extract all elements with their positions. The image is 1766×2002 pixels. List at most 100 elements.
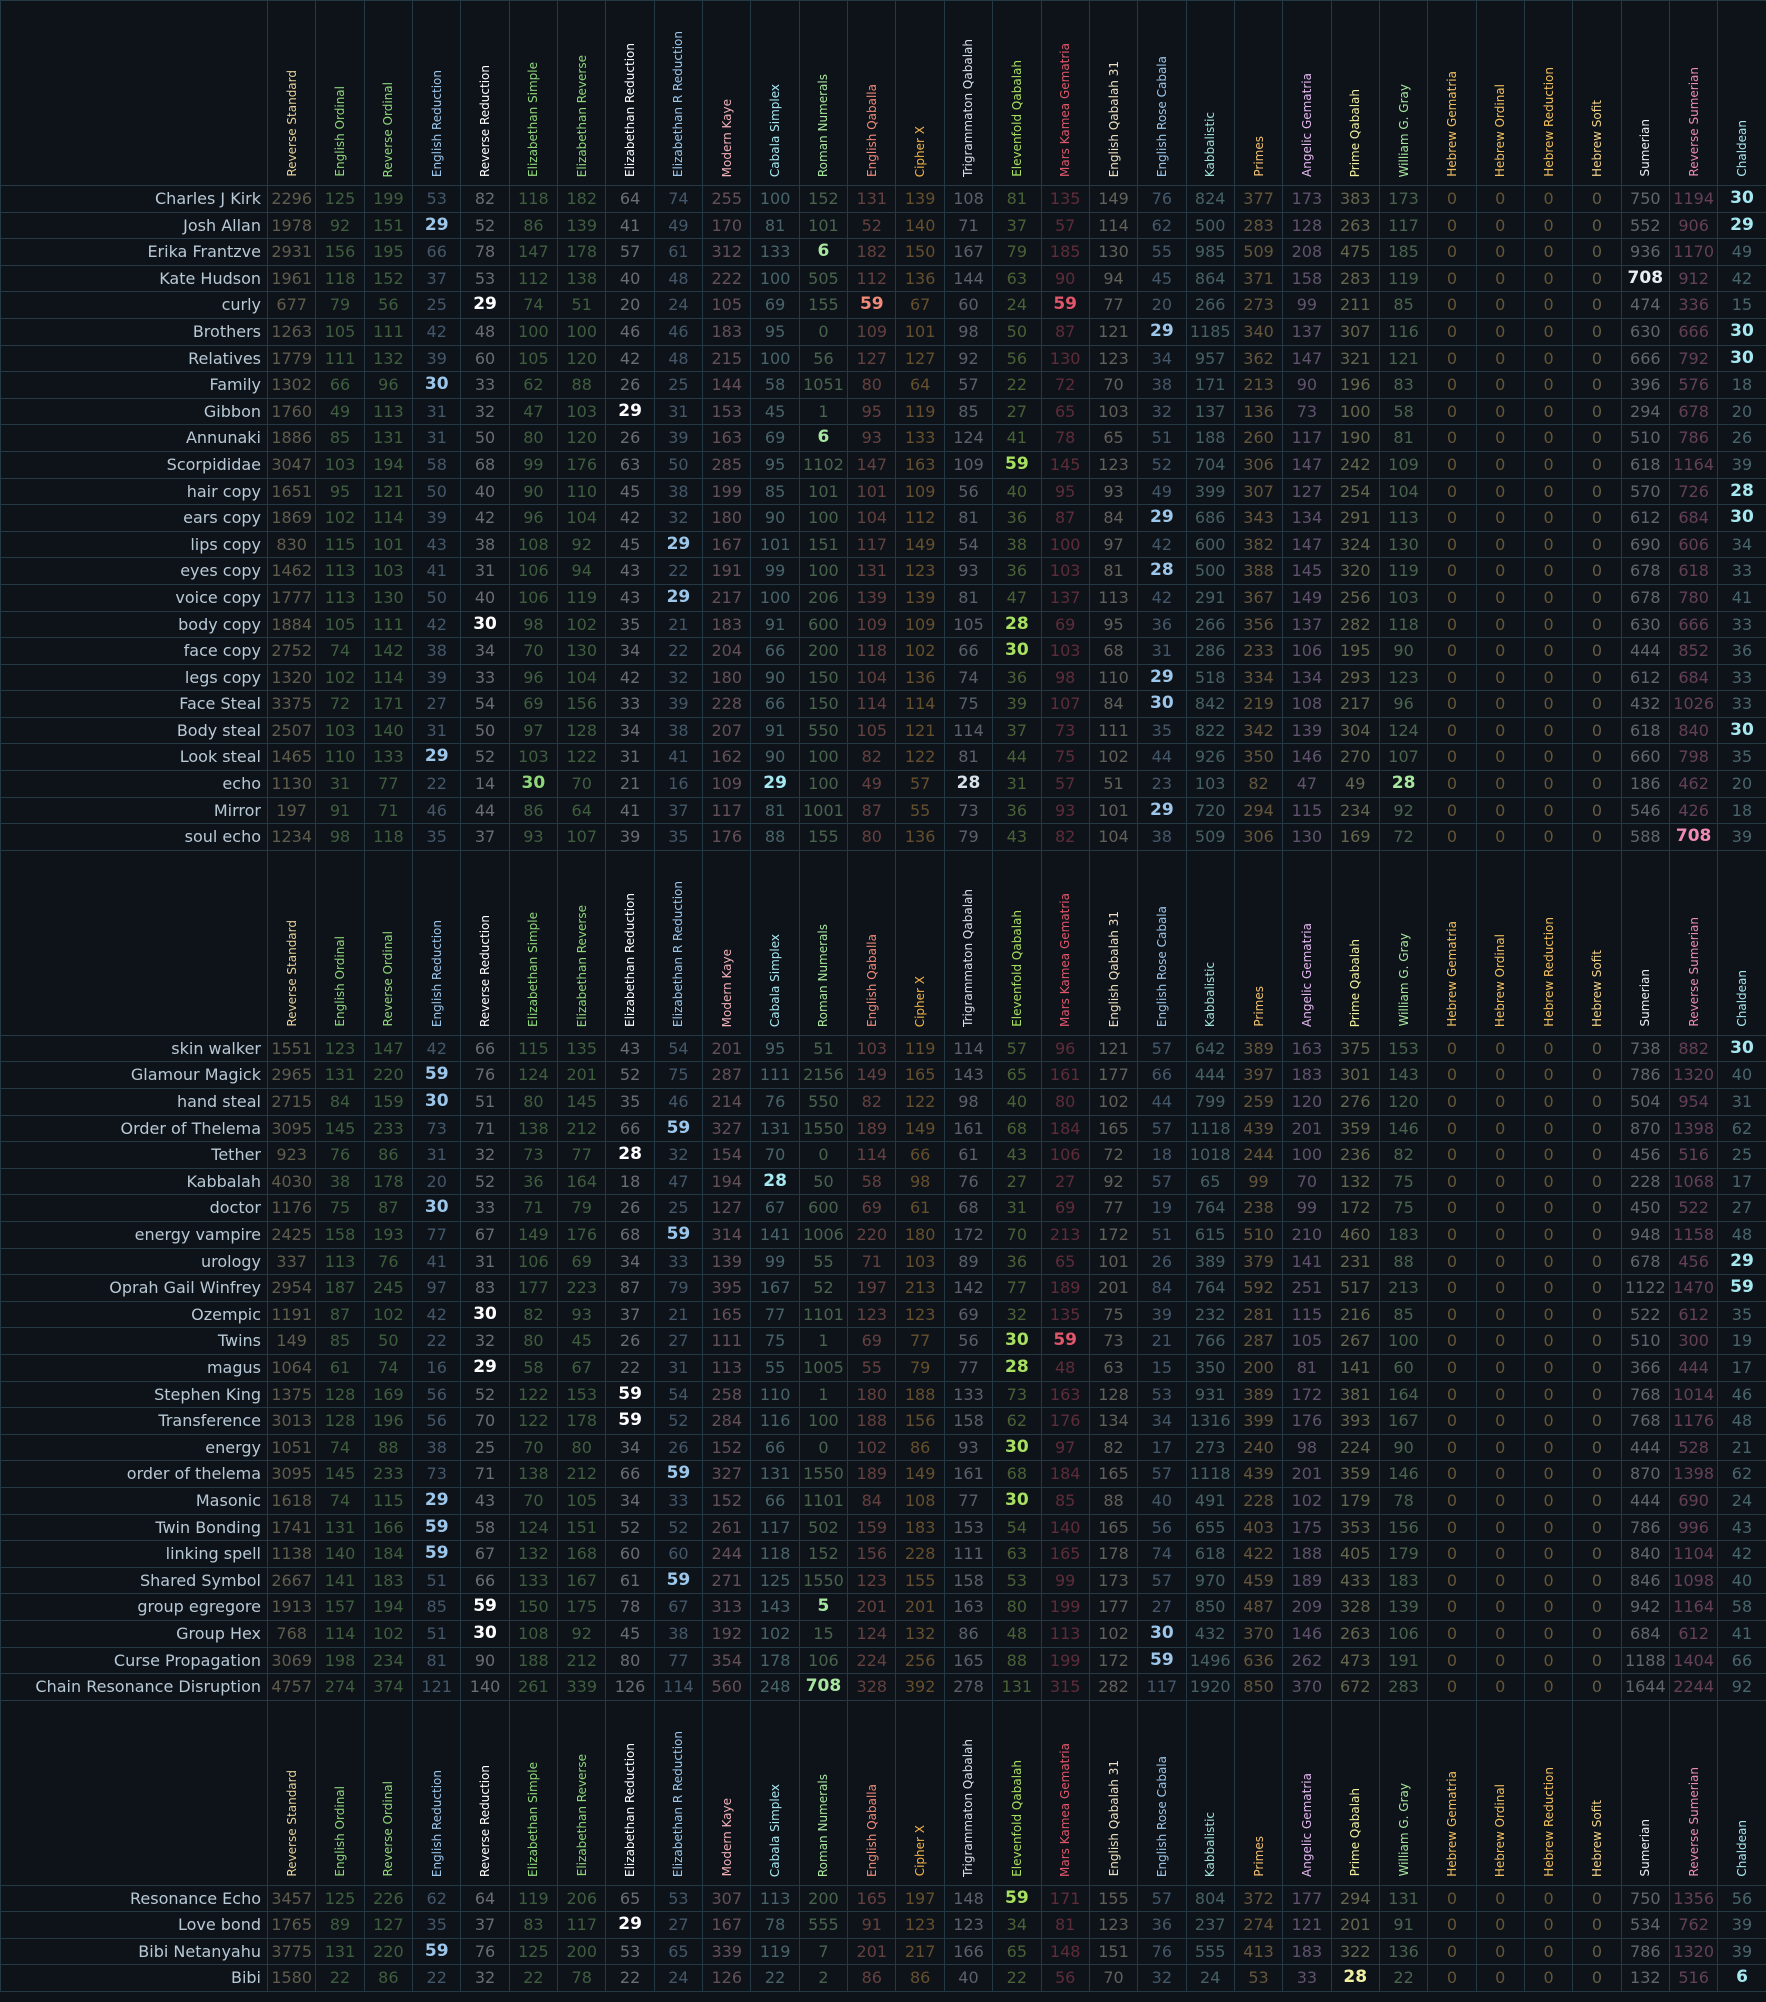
gematria-value[interactable]: 183: [1282, 1061, 1332, 1090]
gematria-value[interactable]: 73: [1088, 1327, 1139, 1355]
gematria-value-highlighted[interactable]: 30: [460, 610, 510, 639]
gematria-value[interactable]: 322: [1330, 1937, 1380, 1966]
gematria-value[interactable]: 85: [315, 1327, 365, 1355]
gematria-value[interactable]: 54: [943, 530, 994, 559]
gematria-value[interactable]: 192: [702, 1619, 752, 1648]
gematria-value-highlighted[interactable]: 28: [1717, 477, 1766, 506]
gematria-value[interactable]: 50: [412, 583, 462, 612]
gematria-value[interactable]: 244: [1233, 1141, 1284, 1169]
gematria-value[interactable]: 35: [412, 1911, 462, 1939]
gematria-value[interactable]: 88: [1088, 1486, 1139, 1515]
gematria-value[interactable]: 2156: [798, 1061, 849, 1090]
gematria-value[interactable]: 114: [315, 1619, 365, 1648]
cipher-header[interactable]: Primes: [1233, 849, 1284, 1036]
gematria-value[interactable]: 93: [508, 823, 559, 851]
gematria-value[interactable]: 119: [1378, 264, 1429, 293]
gematria-value[interactable]: 179: [1330, 1486, 1380, 1515]
gematria-value[interactable]: 22: [412, 770, 462, 798]
gematria-value[interactable]: 154: [702, 1141, 752, 1169]
gematria-value[interactable]: 1550: [798, 1114, 849, 1143]
gematria-value[interactable]: 1316: [1185, 1407, 1235, 1435]
gematria-value[interactable]: 41: [605, 796, 655, 825]
phrase-name[interactable]: Ozempic: [0, 1300, 268, 1329]
gematria-value[interactable]: 870: [1620, 1114, 1670, 1143]
gematria-value[interactable]: 118: [315, 264, 365, 293]
gematria-value[interactable]: 830: [266, 530, 317, 559]
gematria-value[interactable]: 177: [1088, 1061, 1139, 1090]
gematria-value[interactable]: 90: [1282, 371, 1332, 399]
gematria-value[interactable]: 123: [1088, 344, 1139, 373]
gematria-value[interactable]: 92: [557, 530, 607, 559]
phrase-name[interactable]: order of thelema: [0, 1460, 268, 1488]
gematria-value[interactable]: 53: [653, 1884, 704, 1913]
gematria-value[interactable]: 550: [798, 1088, 849, 1116]
gematria-value[interactable]: 199: [1040, 1646, 1090, 1675]
gematria-value[interactable]: 81: [750, 796, 800, 825]
gematria-value[interactable]: 95: [847, 397, 897, 426]
gematria-value[interactable]: 158: [1282, 264, 1332, 293]
gematria-value[interactable]: 0: [1427, 504, 1477, 532]
gematria-value[interactable]: 66: [412, 238, 462, 266]
gematria-value[interactable]: 124: [508, 1513, 559, 1542]
gematria-value[interactable]: 145: [315, 1114, 365, 1143]
gematria-value[interactable]: 630: [1620, 610, 1670, 639]
gematria-value[interactable]: 0: [1572, 1673, 1622, 1701]
gematria-value[interactable]: 47: [1282, 770, 1332, 798]
gematria-value[interactable]: 103: [315, 450, 365, 479]
gematria-value[interactable]: 864: [1185, 264, 1235, 293]
cipher-header[interactable]: English Rose Cabala: [1137, 1699, 1187, 1886]
gematria-value[interactable]: 0: [1475, 1167, 1525, 1196]
gematria-value[interactable]: 101: [1088, 796, 1139, 825]
gematria-value[interactable]: 73: [508, 1141, 559, 1169]
gematria-value[interactable]: 0: [1523, 610, 1574, 639]
gematria-value[interactable]: 64: [557, 796, 607, 825]
gematria-value[interactable]: 114: [363, 504, 414, 532]
gematria-value[interactable]: 127: [363, 1911, 414, 1939]
gematria-value[interactable]: 334: [1233, 663, 1284, 692]
gematria-value[interactable]: 135: [557, 1034, 607, 1063]
gematria-value[interactable]: 145: [315, 1460, 365, 1488]
gematria-value[interactable]: 134: [1282, 663, 1332, 692]
gematria-value[interactable]: 152: [798, 1540, 849, 1568]
gematria-value[interactable]: 16: [412, 1353, 462, 1382]
gematria-value[interactable]: 147: [508, 238, 559, 266]
gematria-value[interactable]: 159: [363, 1088, 414, 1116]
gematria-value[interactable]: 60: [605, 1540, 655, 1568]
gematria-value[interactable]: 114: [895, 690, 945, 718]
gematria-value[interactable]: 54: [653, 1380, 704, 1409]
gematria-value[interactable]: 0: [1427, 1300, 1477, 1329]
gematria-value[interactable]: 1234: [266, 823, 317, 851]
gematria-value[interactable]: 0: [1475, 1540, 1525, 1568]
gematria-value[interactable]: 201: [1088, 1274, 1139, 1302]
phrase-name[interactable]: Resonance Echo: [0, 1884, 268, 1913]
cipher-header[interactable]: Hebrew Gematria: [1427, 1699, 1477, 1886]
gematria-value[interactable]: 66: [1137, 1061, 1187, 1090]
gematria-value[interactable]: 201: [557, 1061, 607, 1090]
gematria-value[interactable]: 79: [992, 238, 1042, 266]
phrase-name[interactable]: skin walker: [0, 1034, 268, 1063]
phrase-name[interactable]: energy: [0, 1433, 268, 1462]
gematria-value[interactable]: 143: [1378, 1061, 1429, 1090]
gematria-value[interactable]: 1886: [266, 424, 317, 452]
gematria-value[interactable]: 0: [1427, 1433, 1477, 1462]
gematria-value[interactable]: 26: [605, 1327, 655, 1355]
gematria-value[interactable]: 105: [315, 610, 365, 639]
gematria-value-highlighted[interactable]: 29: [1137, 504, 1187, 532]
gematria-value[interactable]: 43: [460, 1486, 510, 1515]
gematria-value[interactable]: 141: [1282, 1247, 1332, 1276]
phrase-name[interactable]: Stephen King: [0, 1380, 268, 1409]
gematria-value[interactable]: 0: [1475, 1593, 1525, 1621]
gematria-value[interactable]: 39: [412, 504, 462, 532]
gematria-value[interactable]: 0: [1475, 1513, 1525, 1542]
gematria-value[interactable]: 370: [1233, 1619, 1284, 1648]
gematria-value[interactable]: 191: [702, 557, 752, 585]
gematria-value[interactable]: 102: [750, 1619, 800, 1648]
gematria-value[interactable]: 1580: [266, 1964, 317, 1993]
gematria-value[interactable]: 0: [1572, 610, 1622, 639]
gematria-value[interactable]: 121: [363, 477, 414, 506]
gematria-value[interactable]: 100: [798, 743, 849, 772]
gematria-value[interactable]: 71: [943, 211, 994, 240]
gematria-value[interactable]: 31: [412, 1141, 462, 1169]
phrase-name[interactable]: Josh Allan: [0, 211, 268, 240]
gematria-value[interactable]: 137: [1282, 610, 1332, 639]
